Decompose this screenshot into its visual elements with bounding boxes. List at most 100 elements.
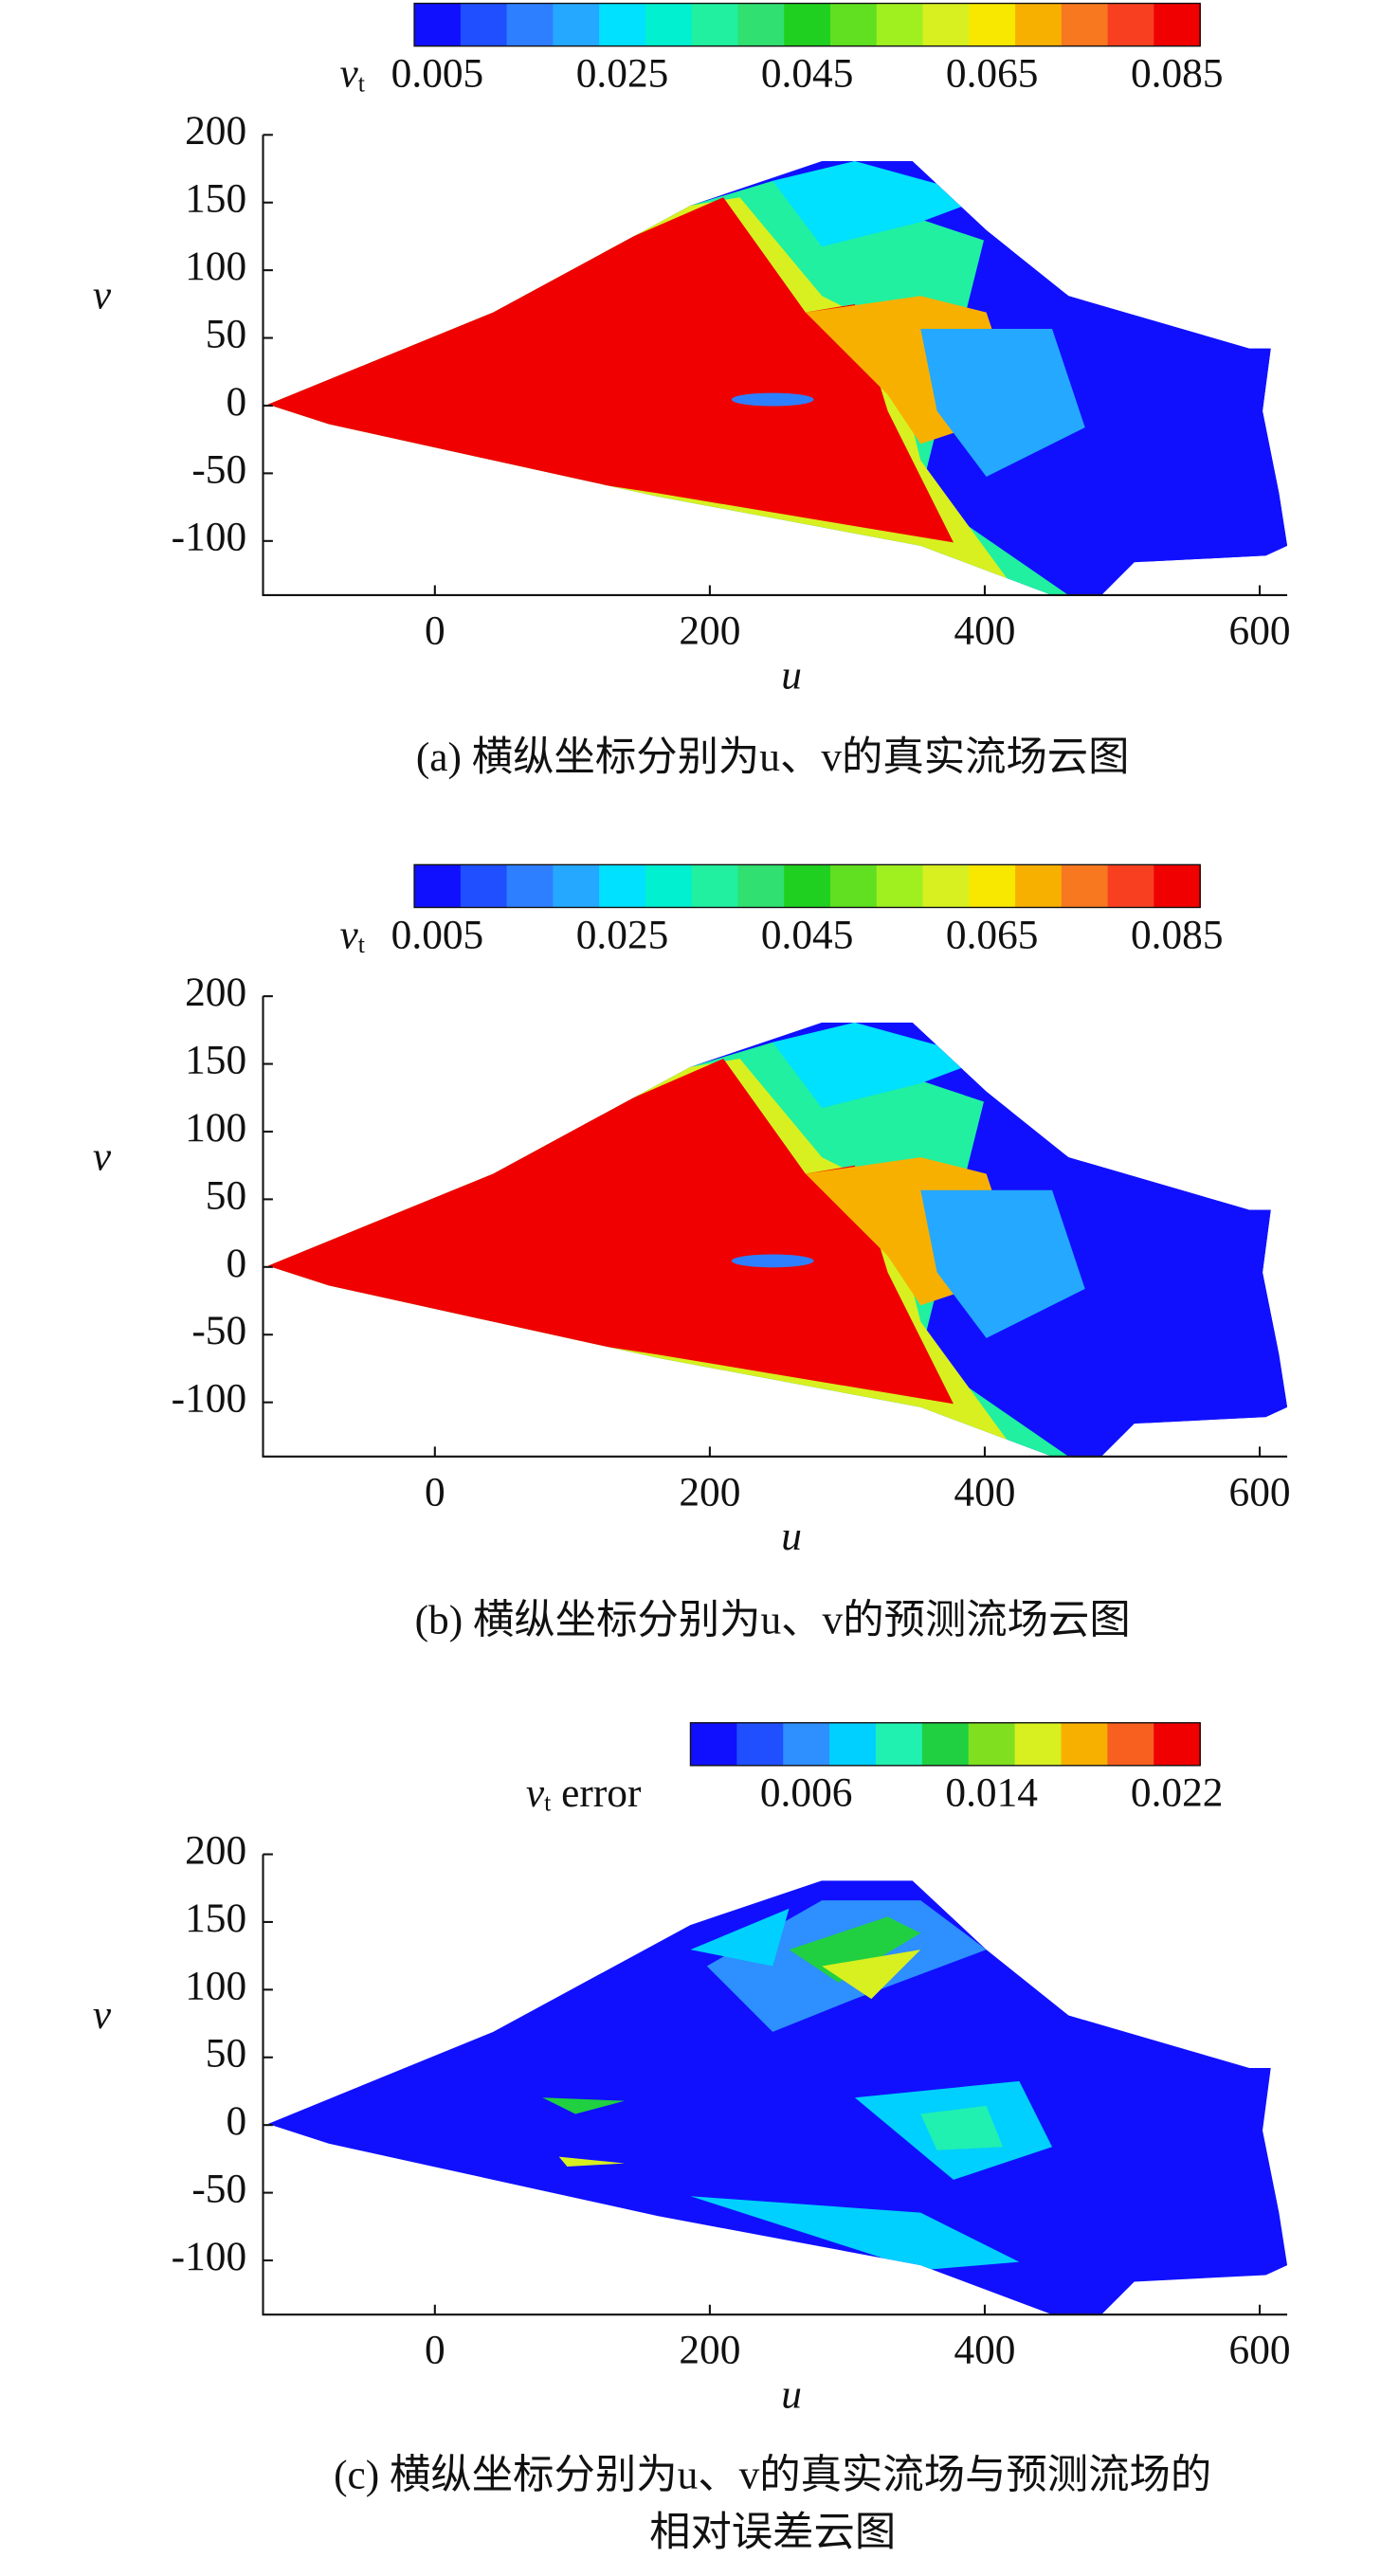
y-tick-label: -100	[172, 515, 246, 560]
y-axis-label: v	[93, 1992, 112, 2038]
colorbar-suffix: error	[551, 1770, 642, 1816]
colorbar-cell	[1061, 864, 1109, 908]
x-axis-label: u	[781, 652, 802, 698]
x-tick-label: 0	[425, 1469, 445, 1515]
x-tick-label: 200	[679, 2328, 740, 2373]
colorbar-cell	[599, 3, 646, 46]
x-tick-label: 600	[1229, 608, 1291, 654]
x-tick-label: 0	[425, 608, 445, 654]
colorbar-cell	[876, 864, 924, 908]
colorbar-cell	[922, 3, 971, 46]
colorbar-label: vt	[340, 51, 366, 98]
contour-fill	[267, 1022, 1288, 1457]
colorbar-cell	[645, 864, 693, 908]
x-tick-label: 400	[954, 2328, 1015, 2373]
colorbar-cell	[460, 3, 508, 46]
colorbar-tick-label: 0.005	[391, 912, 484, 957]
caption: (b) 横纵坐标分别为u、v的预测流场云图	[415, 1598, 1131, 1643]
colorbar-cell	[506, 864, 554, 908]
colorbar-label: vt error	[526, 1770, 642, 1817]
contour-fill	[267, 161, 1288, 595]
colorbar-cell	[829, 864, 878, 908]
colorbar-symbol: v	[340, 51, 359, 97]
colorbar-cell	[1107, 3, 1155, 46]
colorbar-tick-label: 0.014	[945, 1770, 1038, 1816]
y-tick-label: -50	[191, 2167, 246, 2212]
contour-field	[267, 161, 1288, 595]
colorbar-cell	[1015, 3, 1063, 46]
colorbar-cell	[875, 1722, 923, 1766]
colorbar-cell	[1014, 1722, 1063, 1766]
colorbar-frame	[413, 2, 1201, 47]
y-tick-label: 0	[226, 379, 246, 425]
y-tick-label: 150	[185, 176, 246, 222]
colorbar-cell	[1061, 3, 1109, 46]
colorbar-tick-label: 0.085	[1131, 912, 1224, 957]
colorbar-cell	[736, 1722, 785, 1766]
colorbar-cell	[969, 864, 1016, 908]
colorbar-cell	[1154, 1722, 1202, 1766]
colorbar-cell	[553, 864, 601, 908]
colorbar-tick-label: 0.065	[946, 51, 1039, 97]
y-tick-label: 100	[185, 244, 246, 289]
colorbar-cell	[737, 3, 786, 46]
colorbar-cell	[553, 3, 601, 46]
colorbar-tick-label: 0.025	[576, 912, 669, 957]
y-axis-label: v	[93, 273, 112, 318]
colorbar-cell	[921, 1722, 970, 1766]
colorbar-tick-label: 0.045	[761, 51, 854, 97]
axis-frame	[262, 1854, 1288, 2316]
colorbar-label: vt	[340, 912, 366, 958]
colorbar-tick-label: 0.065	[946, 912, 1039, 957]
colorbar-cell	[506, 3, 554, 46]
y-axis-label: v	[93, 1134, 112, 1180]
colorbar-tick-label: 0.022	[1131, 1770, 1224, 1816]
colorbar-cell	[414, 864, 462, 908]
colorbar-cell	[460, 864, 508, 908]
colorbar-tick-label: 0.005	[391, 51, 484, 97]
colorbar-tick-label: 0.045	[761, 912, 854, 957]
colorbar-cell	[922, 864, 971, 908]
x-tick-label: 0	[425, 2328, 445, 2373]
y-tick-label: 50	[206, 2031, 246, 2077]
colorbar-frame	[413, 863, 1201, 909]
y-tick-label: -100	[172, 2234, 246, 2279]
colorbar-cell	[690, 1722, 738, 1766]
colorbar-subscript: t	[358, 69, 366, 97]
colorbar-cell	[691, 3, 739, 46]
colorbar-cell	[969, 3, 1016, 46]
x-tick-label: 200	[679, 1469, 740, 1515]
contour-field	[267, 1880, 1288, 2315]
colorbar-cell	[829, 3, 878, 46]
x-axis-label: u	[781, 2372, 802, 2418]
y-tick-label: 200	[185, 108, 246, 154]
x-tick-label: 400	[954, 608, 1015, 654]
y-tick-label: 0	[226, 2098, 246, 2144]
y-tick-label: 100	[185, 1963, 246, 2008]
colorbar-cell	[876, 3, 924, 46]
x-tick-label: 200	[679, 608, 740, 654]
colorbar-tick-label: 0.006	[760, 1770, 853, 1816]
y-tick-label: 0	[226, 1241, 246, 1286]
caption: (a) 横纵坐标分别为u、v的真实流场云图	[416, 735, 1130, 780]
contour-field	[267, 1022, 1288, 1457]
colorbar-cell	[783, 1722, 830, 1766]
y-tick-label: -50	[191, 1308, 246, 1353]
x-tick-label: 400	[954, 1469, 1015, 1515]
colorbar-symbol: v	[526, 1770, 545, 1816]
y-tick-label: 200	[185, 1827, 246, 1873]
colorbar-subscript: t	[358, 931, 366, 958]
colorbar-cell	[737, 864, 786, 908]
y-tick-label: -100	[172, 1376, 246, 1422]
colorbar-tick-label: 0.025	[576, 51, 669, 97]
colorbar-cell	[1154, 864, 1202, 908]
colorbar-tick-label: 0.085	[1131, 51, 1224, 97]
colorbar-cell	[414, 3, 462, 46]
x-tick-label: 600	[1229, 1469, 1291, 1515]
colorbar-cell	[784, 864, 831, 908]
colorbar-cell	[968, 1722, 1016, 1766]
colorbar-cell	[1061, 1722, 1109, 1766]
colorbar-cell	[829, 1722, 877, 1766]
